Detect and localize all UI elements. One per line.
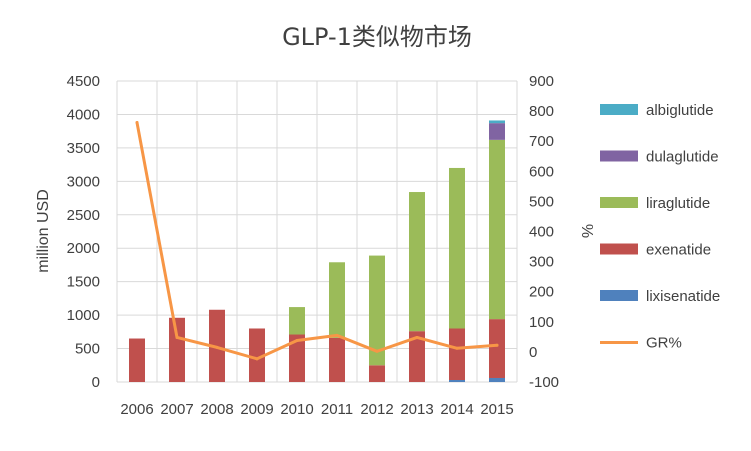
left-axis-ticks: 0 500 1000 1500 2000 2500 3000 3500 4000 4500 (67, 73, 100, 391)
y2-tick-label: 100 (529, 314, 554, 331)
point-GR% (255, 357, 259, 361)
y-tick-label: 2500 (67, 207, 100, 224)
x-tick-label: 2010 (280, 401, 313, 418)
y-tick-label: 1500 (67, 274, 100, 291)
x-tick-label: 2007 (160, 401, 193, 418)
y2-tick-label: 500 (529, 193, 554, 210)
bar-exenatide (169, 317, 185, 382)
x-tick-label: 2008 (200, 401, 233, 418)
bar-liraglutide (289, 307, 305, 335)
legend-label-albiglutide: albiglutide (646, 102, 714, 119)
y2-tick-label: 0 (529, 344, 537, 361)
point-GR% (215, 345, 219, 349)
y-tick-label: 0 (92, 374, 100, 391)
bar-albiglutide (489, 120, 505, 124)
y-tick-label: 1000 (67, 307, 100, 324)
legend-swatch-liraglutide (600, 197, 638, 208)
bar-liraglutide (489, 139, 505, 320)
y-tick-label: 500 (75, 341, 100, 358)
bar-liraglutide (329, 262, 345, 338)
y-tick-label: 4000 (67, 106, 100, 123)
legend: albiglutide dulaglutide liraglutide exenati… (600, 102, 720, 352)
y2-tick-label: 300 (529, 254, 554, 271)
bar-dulaglutide (489, 123, 505, 140)
y2-tick-label: 200 (529, 284, 554, 301)
legend-label-GR%: GR% (646, 335, 682, 352)
gridlines (116, 80, 518, 383)
legend-label-exenatide: exenatide (646, 242, 711, 259)
y-tick-label: 3500 (67, 140, 100, 157)
growth-rate-line (135, 121, 499, 361)
legend-swatch-exenatide (600, 243, 638, 255)
point-GR% (335, 333, 339, 337)
y-tick-label: 4500 (67, 73, 100, 90)
chart-title: GLP-1类似物市场 (282, 23, 472, 51)
bar-exenatide (489, 319, 505, 378)
y2-axis-title: % (578, 224, 595, 238)
bar-exenatide (329, 337, 345, 382)
line-GR% (135, 121, 499, 361)
point-GR% (455, 346, 459, 350)
x-tick-label: 2006 (120, 401, 153, 418)
bar-exenatide (409, 331, 425, 382)
x-tick-label: 2015 (480, 401, 513, 418)
legend-label-liraglutide: liraglutide (646, 195, 710, 212)
x-axis-ticks: 2006 2007 2008 2009 2010 2011 2012 2013 2014 2015 (120, 401, 513, 418)
bar-lixisenatide (489, 377, 505, 382)
legend-swatch-lixisenatide (600, 290, 638, 301)
legend-label-lixisenatide: lixisenatide (646, 288, 720, 305)
y-axis-title: million USD (35, 189, 52, 273)
bar-liraglutide (409, 192, 425, 332)
right-axis-ticks: -100 0 100 200 300 400 500 600 700 800 900 (529, 73, 559, 391)
bar-lixisenatide (449, 379, 465, 382)
y2-tick-label: 400 (529, 224, 554, 241)
point-GR% (415, 335, 419, 339)
point-GR% (375, 349, 379, 353)
x-tick-label: 2014 (440, 401, 473, 418)
bar-exenatide (249, 328, 265, 382)
x-tick-label: 2011 (321, 401, 353, 418)
y-tick-label: 2000 (67, 240, 100, 257)
bar-exenatide (129, 338, 145, 382)
y-tick-label: 3000 (67, 173, 100, 190)
y2-tick-label: 700 (529, 133, 554, 150)
x-tick-label: 2012 (360, 401, 393, 418)
point-GR% (295, 338, 299, 342)
bar-exenatide (289, 334, 305, 382)
x-tick-label: 2013 (400, 401, 433, 418)
bar-exenatide (449, 328, 465, 380)
legend-swatch-dulaglutide (600, 150, 638, 162)
y2-tick-label: 600 (529, 163, 554, 180)
bar-exenatide (369, 365, 385, 382)
point-GR% (175, 335, 179, 339)
x-tick-label: 2009 (240, 401, 273, 418)
y2-tick-label: 800 (529, 103, 554, 120)
legend-label-dulaglutide: dulaglutide (646, 149, 719, 166)
bar-liraglutide (369, 255, 385, 366)
y2-tick-label: 900 (529, 73, 554, 90)
y2-tick-label: -100 (529, 374, 559, 391)
point-GR% (135, 121, 139, 125)
legend-swatch-albiglutide (600, 104, 638, 115)
bar-liraglutide (449, 167, 465, 329)
point-GR% (495, 343, 499, 347)
